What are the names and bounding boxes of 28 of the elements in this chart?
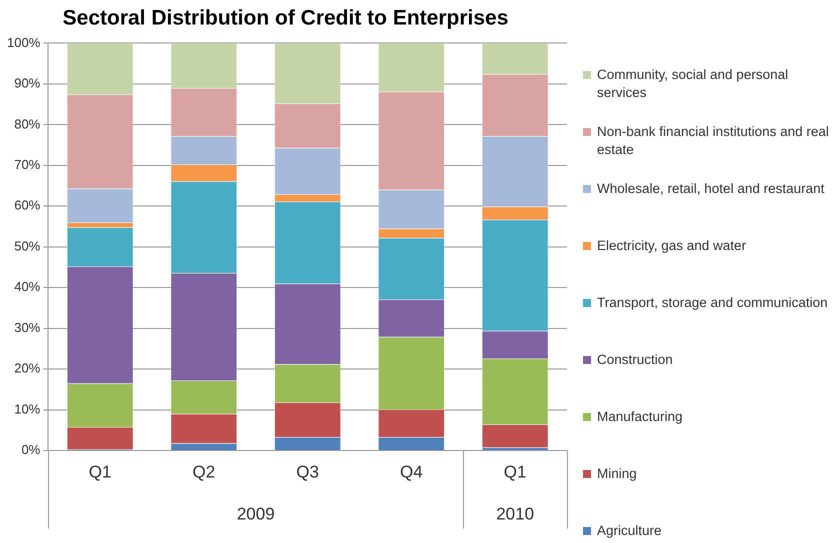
y-tick-label: 10% <box>14 401 41 416</box>
x-tick-label: Q1 <box>88 462 112 482</box>
legend-label: Transport, storage and communication <box>597 294 828 312</box>
legend-label: Electricity, gas and water <box>597 237 746 255</box>
x-tick-label: Q2 <box>192 462 216 482</box>
legend-label: Non-bank financial institutions and real estate <box>597 123 830 159</box>
y-tick-label: 70% <box>14 157 41 172</box>
text: 2009 <box>236 504 275 524</box>
y-tick-label: 0% <box>21 442 41 458</box>
chart-title: Sectoral Distribution of Credit to Enterprises <box>62 6 508 30</box>
x-tick-label: Q3 <box>296 462 319 482</box>
y-tick-label: 50% <box>14 238 41 254</box>
legend-label: Manufacturing <box>597 408 683 426</box>
y-tick-label: 100% <box>7 34 41 50</box>
y-tick-label: 30% <box>14 320 41 335</box>
y-tick-label: 40% <box>14 279 41 294</box>
legend-label: Agriculture <box>597 522 662 540</box>
legend-label: Wholesale, retail, hotel and restaurant <box>597 180 824 198</box>
y-tick-label: 20% <box>14 360 41 376</box>
x-tick-label: Q4 <box>400 462 423 482</box>
y-tick-label: 90% <box>14 76 41 91</box>
legend-label: Construction <box>597 351 673 369</box>
x-tick-label: Q1 <box>504 462 526 482</box>
legend-label: Community, social and personal services <box>597 66 790 102</box>
legend-label: Mining <box>597 465 637 483</box>
y-tick-label: 60% <box>14 198 41 213</box>
y-tick-label: 80% <box>14 116 41 132</box>
text: 2010 <box>496 504 534 524</box>
